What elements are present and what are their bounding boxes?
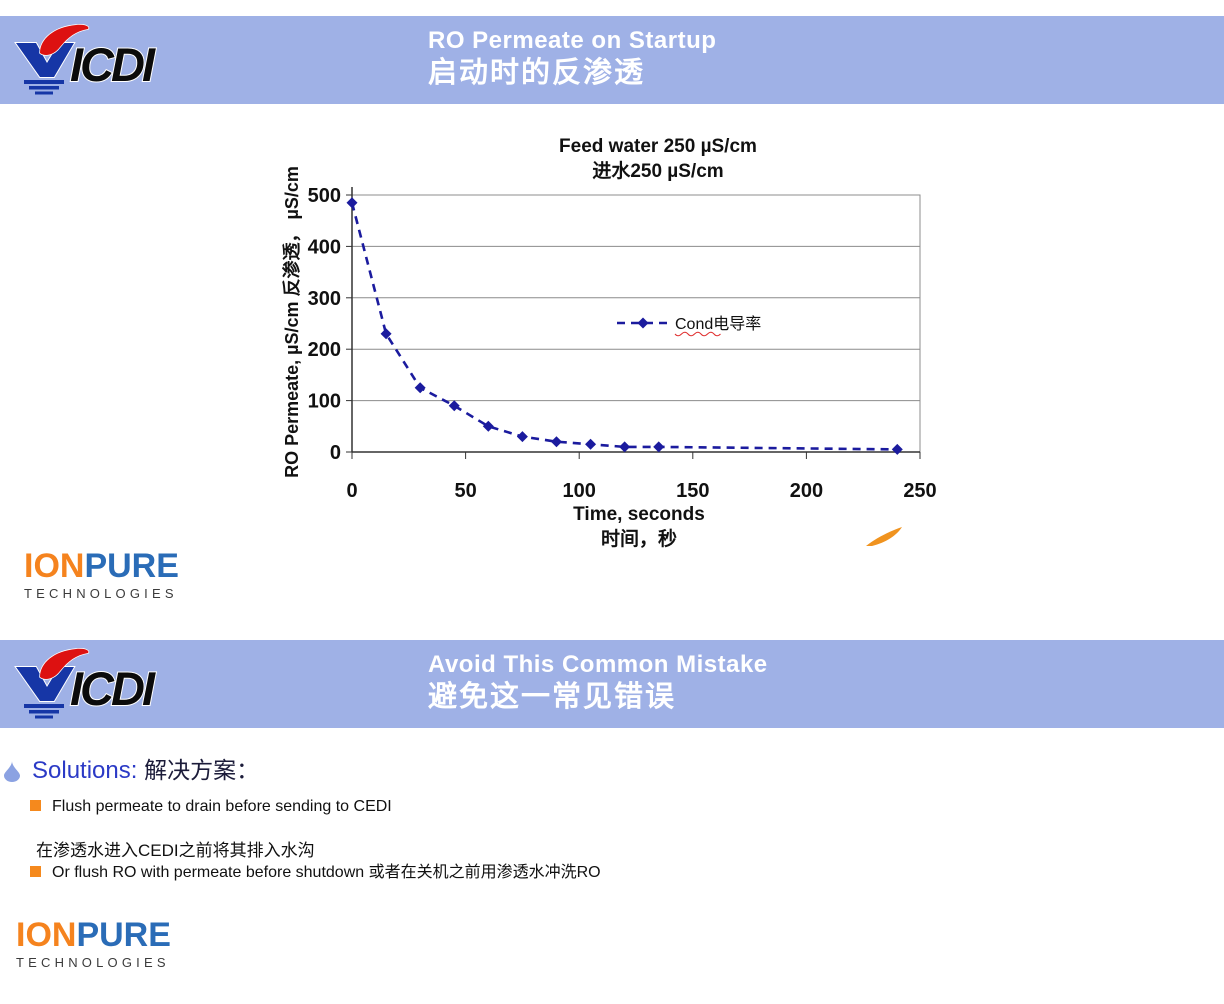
svg-text:100: 100 bbox=[308, 391, 341, 413]
conductivity-chart: Feed water 250 µS/cm 进水250 µS/cm 0 100 200… bbox=[281, 136, 937, 550]
ionpure-pure-text: PURE bbox=[84, 547, 179, 585]
droplet-bullet-icon bbox=[4, 761, 20, 782]
slide2-title-zh: 避免这一常见错误 bbox=[428, 681, 677, 713]
vicdi-flame-icon bbox=[39, 648, 90, 680]
svg-text:0: 0 bbox=[330, 442, 341, 464]
ionpure-ion-text: ION bbox=[16, 916, 77, 954]
solutions-heading: Solutions: 解决方案： bbox=[32, 757, 259, 785]
bullet-row: Flush permeate to drain before sending t… bbox=[30, 797, 392, 816]
slide1-title-zh: 启动时的反渗透 bbox=[428, 57, 646, 89]
bullet-row: Or flush RO with permeate before shutdow… bbox=[30, 863, 601, 882]
chart-title-en: Feed water 250 µS/cm bbox=[559, 136, 757, 157]
slide1-titles: RO Permeate on Startup 启动时的反渗透 bbox=[428, 25, 716, 91]
ionpure-pure-text: PURE bbox=[76, 916, 171, 954]
legend-series-label: Cond电导率 bbox=[675, 315, 761, 333]
slide2-titles: Avoid This Common Mistake 避免这一常见错误 bbox=[428, 649, 768, 715]
svg-text:200: 200 bbox=[790, 480, 823, 502]
svg-text:100: 100 bbox=[563, 480, 596, 502]
square-bullet-icon bbox=[30, 800, 41, 811]
vicdi-logo-icon: ICDI bbox=[14, 648, 160, 719]
legend-diamond-marker-icon bbox=[637, 317, 649, 329]
ionpure-subtitle: TECHNOLOGIES bbox=[24, 586, 178, 601]
square-bullet-icon bbox=[30, 866, 41, 877]
chart-legend: Cond电导率 bbox=[617, 315, 761, 337]
chart-xlabel-zh: 时间，秒 bbox=[601, 527, 677, 550]
svg-text:300: 300 bbox=[308, 288, 341, 310]
svg-text:50: 50 bbox=[454, 480, 476, 502]
ionpure-logo: IONPURE TECHNOLOGIES bbox=[24, 549, 179, 601]
solutions-label-zh: 解决方案： bbox=[144, 758, 260, 784]
solutions-label-en: Solutions: bbox=[32, 757, 138, 784]
ionpure-wordmark: IONPURE bbox=[16, 918, 171, 952]
svg-text:500: 500 bbox=[308, 185, 341, 207]
vicdi-water-stripes bbox=[24, 80, 64, 95]
svg-text:250: 250 bbox=[903, 480, 936, 502]
chart-title-zh: 进水250 µS/cm bbox=[592, 160, 723, 182]
slide2-header: ICDI Avoid This Common Mistake 避免这一常见错误 bbox=[0, 640, 1224, 728]
svg-text:200: 200 bbox=[308, 339, 341, 361]
chart-ylabel: RO Permeate, µS/cm 反渗透， µS/cm bbox=[281, 166, 302, 478]
svg-text:150: 150 bbox=[676, 480, 709, 502]
ionpure-ion-text: ION bbox=[24, 547, 85, 585]
slide1-title-en: RO Permeate on Startup bbox=[428, 27, 717, 54]
bullet1-text-zh: 在渗透水进入CEDI之前将其排入水沟 bbox=[36, 841, 315, 860]
vicdi-wordmark: ICDI bbox=[70, 662, 156, 715]
slide1-header: ICDI RO Permeate on Startup 启动时的反渗透 bbox=[0, 16, 1224, 104]
vicdi-wordmark: ICDI bbox=[70, 38, 156, 91]
chart-plot-group: 0 100 200 300 400 500 0 50 100 150 200 250 bbox=[308, 185, 937, 502]
bullet1-text-en: Flush permeate to drain before sending t… bbox=[52, 798, 392, 815]
bullet2-text: Or flush RO with permeate before shutdow… bbox=[52, 864, 601, 881]
chart-xlabel-en: Time, seconds bbox=[573, 504, 705, 525]
vicdi-water-stripes bbox=[24, 704, 64, 719]
vicdi-logo-icon: ICDI bbox=[14, 24, 160, 95]
vicdi-v-shape bbox=[14, 666, 76, 702]
slide2-title-en: Avoid This Common Mistake bbox=[428, 651, 768, 678]
ionpure-subtitle: TECHNOLOGIES bbox=[16, 955, 170, 970]
ionpure-wordmark: IONPURE bbox=[24, 549, 179, 583]
svg-text:400: 400 bbox=[308, 236, 341, 258]
spellcheck-underline-icon bbox=[674, 331, 721, 337]
orange-swoosh-icon bbox=[866, 527, 902, 546]
vicdi-v-shape bbox=[14, 42, 76, 78]
vicdi-flame-icon bbox=[39, 24, 90, 56]
ionpure-logo: IONPURE TECHNOLOGIES bbox=[16, 918, 171, 970]
solutions-heading-row: Solutions: 解决方案： bbox=[4, 757, 259, 785]
svg-text:0: 0 bbox=[346, 480, 357, 502]
